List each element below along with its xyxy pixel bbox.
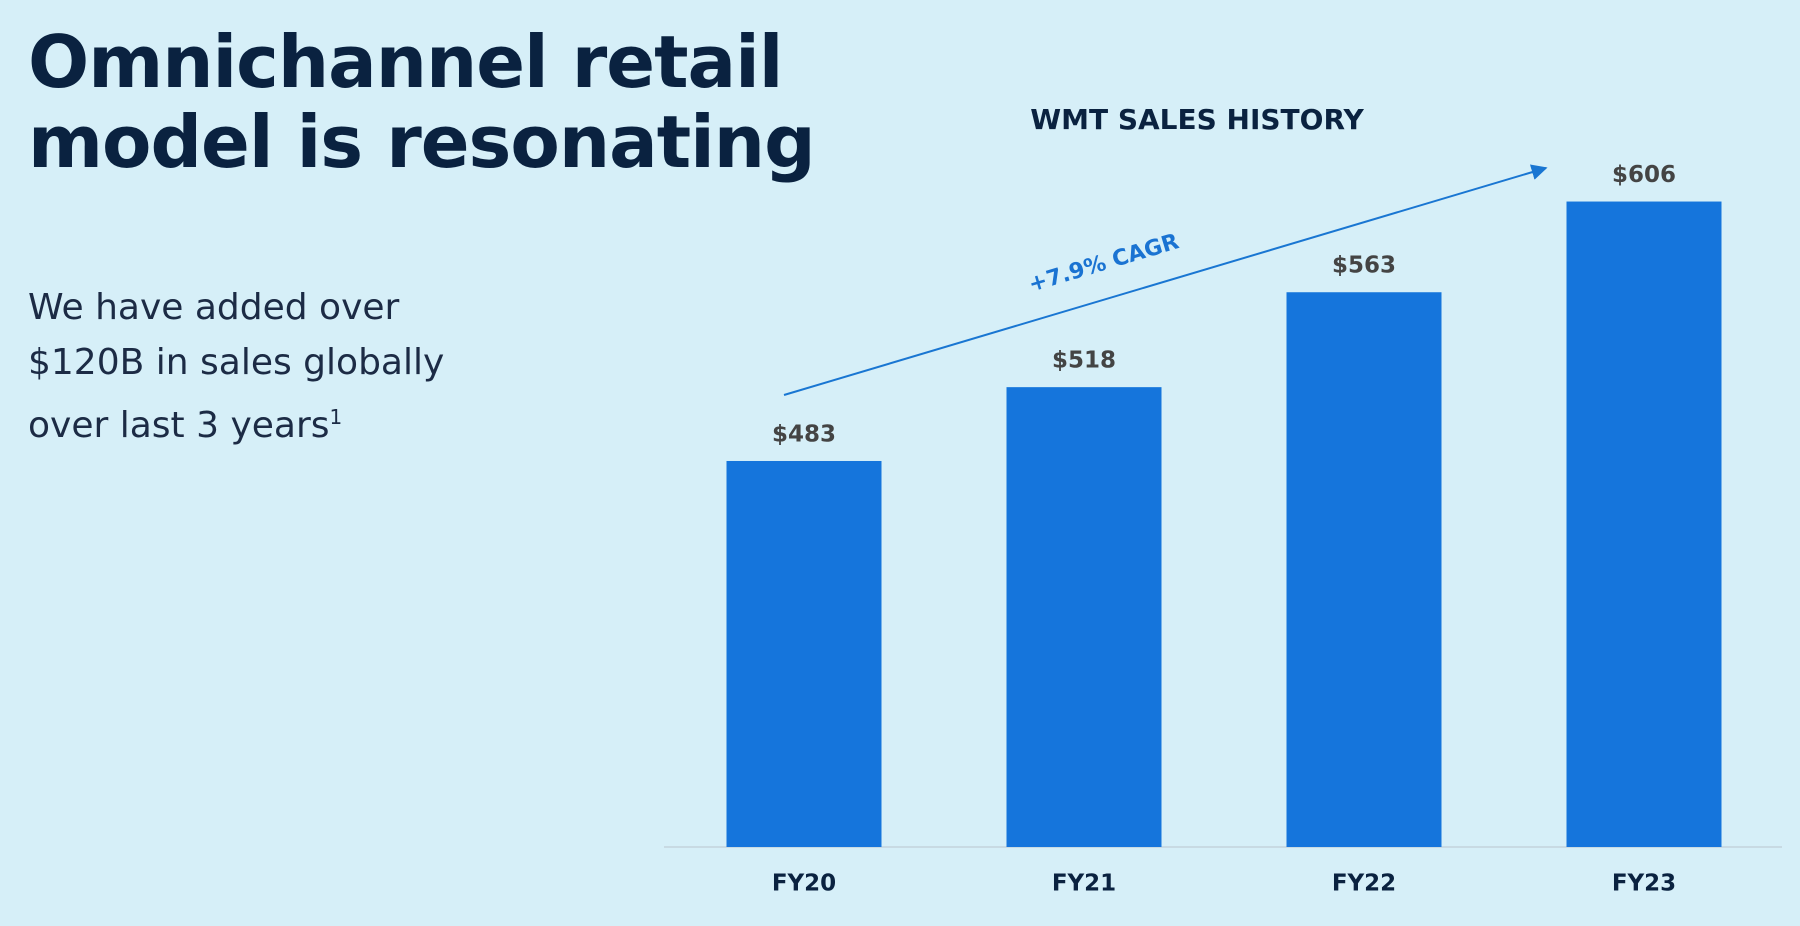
- bar: [1006, 387, 1162, 847]
- value-label: $606: [1612, 162, 1676, 188]
- x-tick-label: FY20: [772, 871, 836, 897]
- x-tick-label: FY21: [1052, 871, 1116, 897]
- chart-title: WMT SALES HISTORY: [1030, 103, 1364, 136]
- body-line: over last 3 years1: [28, 390, 444, 453]
- value-label: $483: [772, 421, 836, 447]
- body-text: over last 3 years: [28, 405, 330, 446]
- body-line: We have added over: [28, 287, 400, 328]
- value-label: $518: [1052, 348, 1116, 374]
- footnote-marker: 1: [329, 405, 343, 429]
- slide-title: Omnichannel retail model is resonating: [28, 20, 816, 184]
- bar: [1286, 292, 1442, 847]
- value-label: $563: [1332, 253, 1396, 279]
- x-tick-label: FY22: [1332, 871, 1396, 897]
- body-line: $120B in sales globally: [28, 342, 445, 383]
- x-tick-label: FY23: [1612, 871, 1676, 897]
- title-line: model is resonating: [28, 100, 816, 184]
- trend-arrow: [783, 164, 1548, 396]
- bar: [1566, 201, 1722, 847]
- slide-body: We have added over $120B in sales global…: [28, 280, 444, 453]
- annotation: +7.9% CAGR: [1026, 229, 1182, 297]
- bar: [726, 460, 882, 847]
- title-line: Omnichannel retail: [28, 20, 783, 104]
